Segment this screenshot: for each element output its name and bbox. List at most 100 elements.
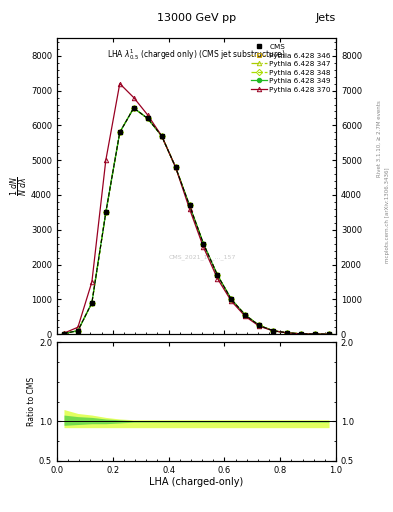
CMS [201,241,206,247]
Pythia 6.428 348 [131,105,136,111]
Pythia 6.428 347 [118,130,122,136]
Pythia 6.428 347 [173,164,178,170]
Pythia 6.428 348 [159,133,164,139]
Text: Rivet 3.1.10, ≥ 2.7M events: Rivet 3.1.10, ≥ 2.7M events [377,100,382,177]
Pythia 6.428 370 [299,331,303,337]
Pythia 6.428 346 [103,209,108,216]
Pythia 6.428 349 [313,331,318,337]
Pythia 6.428 346 [201,241,206,247]
Pythia 6.428 346 [299,331,303,337]
Pythia 6.428 370 [187,206,192,212]
Pythia 6.428 346 [243,312,248,318]
Pythia 6.428 370 [159,133,164,139]
Pythia 6.428 349 [90,300,94,306]
Pythia 6.428 346 [187,202,192,208]
Pythia 6.428 348 [145,115,150,121]
Line: Pythia 6.428 349: Pythia 6.428 349 [62,106,331,336]
CMS [173,164,178,170]
Pythia 6.428 348 [103,209,108,216]
Pythia 6.428 348 [118,130,122,136]
Pythia 6.428 347 [187,202,192,208]
Pythia 6.428 348 [271,328,275,334]
Pythia 6.428 348 [173,164,178,170]
Pythia 6.428 346 [90,300,94,306]
Pythia 6.428 348 [243,312,248,318]
Pythia 6.428 370 [201,244,206,250]
Pythia 6.428 347 [299,331,303,337]
CMS [75,328,80,334]
Pythia 6.428 348 [299,331,303,337]
Pythia 6.428 370 [131,95,136,101]
Pythia 6.428 346 [159,133,164,139]
Pythia 6.428 347 [327,331,331,337]
Pythia 6.428 348 [313,331,318,337]
Y-axis label: $\frac{1}{N}\frac{dN}{d\lambda}$: $\frac{1}{N}\frac{dN}{d\lambda}$ [8,176,29,196]
CMS [285,330,290,336]
Pythia 6.428 349 [229,296,234,303]
Line: Pythia 6.428 346: Pythia 6.428 346 [62,106,331,336]
Text: LHA $\lambda^{1}_{0.5}$ (charged only) (CMS jet substructure): LHA $\lambda^{1}_{0.5}$ (charged only) (… [107,47,286,62]
CMS [131,105,136,111]
Pythia 6.428 349 [187,202,192,208]
CMS [62,330,66,336]
X-axis label: LHA (charged-only): LHA (charged-only) [149,477,244,487]
Pythia 6.428 348 [187,202,192,208]
Line: Pythia 6.428 347: Pythia 6.428 347 [62,106,331,336]
CMS [159,133,164,139]
Pythia 6.428 348 [257,323,262,329]
Pythia 6.428 347 [215,272,220,278]
Pythia 6.428 347 [75,328,80,334]
Pythia 6.428 346 [327,331,331,337]
Pythia 6.428 346 [131,105,136,111]
Pythia 6.428 349 [173,164,178,170]
Pythia 6.428 349 [75,328,80,334]
Pythia 6.428 348 [62,330,66,336]
Pythia 6.428 370 [62,330,66,336]
Pythia 6.428 346 [285,330,290,336]
CMS [103,209,108,216]
Pythia 6.428 347 [201,241,206,247]
Pythia 6.428 346 [229,296,234,303]
Pythia 6.428 370 [271,328,275,334]
Pythia 6.428 347 [257,323,262,329]
Pythia 6.428 349 [118,130,122,136]
Pythia 6.428 370 [257,323,262,329]
Line: Pythia 6.428 348: Pythia 6.428 348 [62,106,331,336]
Pythia 6.428 348 [229,296,234,303]
CMS [299,331,303,337]
Pythia 6.428 346 [62,330,66,336]
Pythia 6.428 349 [62,330,66,336]
Pythia 6.428 349 [145,115,150,121]
Pythia 6.428 347 [159,133,164,139]
CMS [313,331,318,337]
Pythia 6.428 348 [201,241,206,247]
Pythia 6.428 346 [173,164,178,170]
Pythia 6.428 349 [257,323,262,329]
Pythia 6.428 370 [285,330,290,336]
Pythia 6.428 370 [145,112,150,118]
CMS [327,331,331,337]
Pythia 6.428 349 [327,331,331,337]
Pythia 6.428 346 [271,328,275,334]
Pythia 6.428 370 [327,331,331,337]
Pythia 6.428 347 [285,330,290,336]
CMS [145,115,150,121]
Pythia 6.428 348 [75,328,80,334]
Pythia 6.428 348 [285,330,290,336]
Pythia 6.428 346 [145,115,150,121]
Pythia 6.428 370 [229,298,234,304]
Pythia 6.428 370 [103,157,108,163]
Pythia 6.428 347 [90,300,94,306]
Pythia 6.428 349 [201,241,206,247]
Pythia 6.428 349 [299,331,303,337]
Text: mcplots.cern.ch [arXiv:1306.3436]: mcplots.cern.ch [arXiv:1306.3436] [385,167,389,263]
Pythia 6.428 349 [159,133,164,139]
CMS [90,300,94,306]
Pythia 6.428 348 [327,331,331,337]
CMS [215,272,220,278]
Pythia 6.428 347 [313,331,318,337]
Pythia 6.428 347 [145,115,150,121]
Pythia 6.428 346 [215,272,220,278]
Pythia 6.428 349 [271,328,275,334]
Pythia 6.428 347 [271,328,275,334]
